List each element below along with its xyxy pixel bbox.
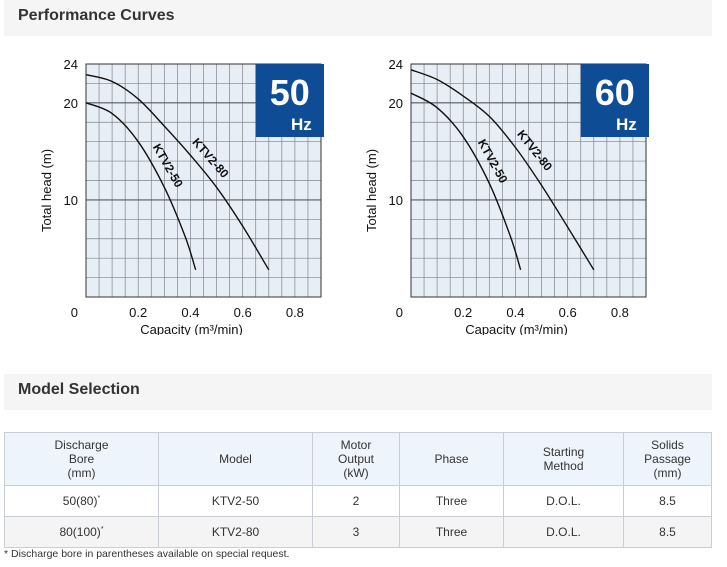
- frequency-badge: [255, 64, 324, 137]
- x-tick-label: 0.8: [286, 305, 304, 320]
- cell-bore: 50(80)*: [4, 485, 159, 517]
- y-tick-label: 24: [389, 57, 403, 72]
- x-tick-label: 0.4: [506, 305, 524, 320]
- plot-border: [85, 63, 322, 298]
- cell-bore: 80(100)*: [4, 516, 159, 548]
- curve-ktv2-80: [410, 69, 595, 271]
- curve-ktv2-50: [85, 102, 197, 271]
- chart-60hz: 60 Hz 0.2 0.4 0.6 0.8 0 10 20 24 Capacity (m³/min)…: [364, 57, 649, 335]
- x-tick-label: 0.2: [129, 305, 147, 320]
- performance-curves-title: Performance Curves: [18, 7, 175, 24]
- model-selection-table: Discharge Bore (mm) Model Motor Output (kW) …: [4, 432, 712, 548]
- cell-solids: 8.5: [623, 516, 712, 548]
- x-axis-label: Capacity (m³/min): [465, 322, 568, 335]
- table-row: 50(80)* KTV2-50 2 Three D.O.L. 8.5: [4, 485, 712, 517]
- header-model: Model: [158, 432, 313, 486]
- y-tick-label: 24: [64, 57, 78, 72]
- y-tick-label: 20: [64, 96, 78, 111]
- x-tick-label: 0.6: [559, 305, 577, 320]
- badge-unit: Hz: [616, 115, 637, 134]
- cell-solids: 8.5: [623, 485, 712, 517]
- cell-model: KTV2-80: [158, 516, 313, 548]
- cell-phase: Three: [399, 485, 504, 517]
- x-tick-label: 0.4: [181, 305, 199, 320]
- plot-border: [410, 63, 647, 298]
- header-motor-output: Motor Output (kW): [312, 432, 400, 486]
- cell-phase: Three: [399, 516, 504, 548]
- header-solids-passage: Solids Passage (mm): [623, 432, 712, 486]
- y-tick-label: 20: [389, 96, 403, 111]
- x-tick-label: 0.8: [611, 305, 629, 320]
- badge-number: 50: [270, 72, 310, 113]
- cell-method: D.O.L.: [503, 516, 624, 548]
- y-axis-label: Total head (m): [39, 149, 54, 232]
- x-tick-label: 0.2: [454, 305, 472, 320]
- header-phase: Phase: [399, 432, 504, 486]
- frequency-badge: [580, 64, 649, 137]
- badge-number: 60: [595, 72, 635, 113]
- cell-method: D.O.L.: [503, 485, 624, 517]
- y-axis-label: Total head (m): [364, 149, 379, 232]
- y-tick-label: 0: [396, 305, 403, 320]
- cell-model: KTV2-50: [158, 485, 313, 517]
- table-row: 80(100)* KTV2-80 3 Three D.O.L. 8.5: [4, 516, 712, 548]
- header-discharge-bore: Discharge Bore (mm): [4, 432, 159, 486]
- header-starting-method: Starting Method: [503, 432, 624, 486]
- curve-ktv2-50: [410, 92, 522, 271]
- chart-50hz: 50 Hz 0.2 0.4 0.6 0.8 0 10 20 24 Capacity (m³/min)…: [39, 57, 324, 335]
- model-selection-title: Model Selection: [18, 381, 140, 398]
- y-tick-label: 0: [71, 305, 78, 320]
- x-axis-label: Capacity (m³/min): [140, 322, 243, 335]
- curve-ktv2-80: [85, 73, 270, 271]
- y-tick-label: 10: [64, 193, 78, 208]
- footnote: * Discharge bore in parentheses availabl…: [4, 548, 290, 560]
- badge-unit: Hz: [291, 115, 312, 134]
- cell-output: 2: [312, 485, 400, 517]
- model-selection-header: Model Selection: [4, 374, 712, 410]
- cell-output: 3: [312, 516, 400, 548]
- x-tick-label: 0.6: [234, 305, 252, 320]
- y-tick-label: 10: [389, 193, 403, 208]
- performance-curves-header: Performance Curves: [4, 0, 712, 36]
- table-header-row: Discharge Bore (mm) Model Motor Output (kW) …: [4, 432, 712, 486]
